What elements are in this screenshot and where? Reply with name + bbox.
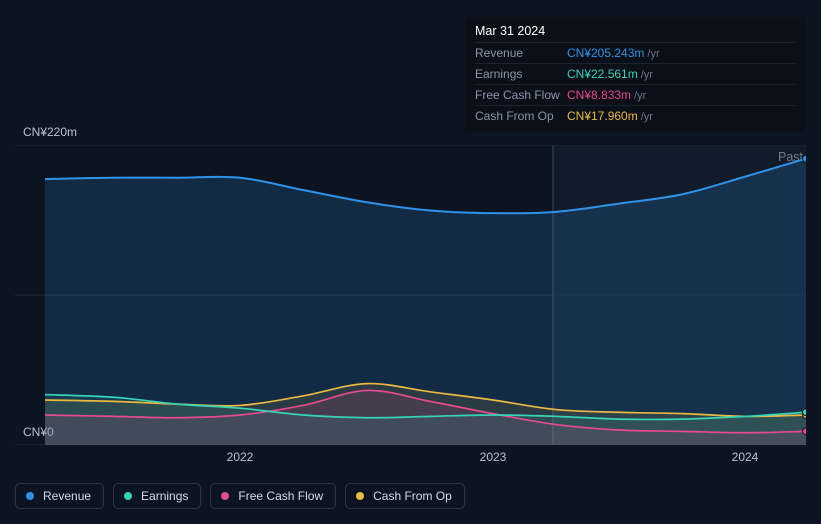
legend-label: Earnings	[141, 489, 188, 503]
legend-label: Cash From Op	[373, 489, 452, 503]
tooltip-date: Mar 31 2024	[475, 24, 795, 42]
chart-plot-area[interactable]	[15, 145, 806, 445]
x-axis-tick: 2024	[732, 450, 759, 464]
legend-label: Revenue	[43, 489, 91, 503]
tooltip-metric-suffix: /yr	[641, 69, 653, 81]
legend-item-cfo[interactable]: Cash From Op	[345, 483, 465, 509]
legend-item-fcf[interactable]: Free Cash Flow	[210, 483, 336, 509]
tooltip-metric-label: Free Cash Flow	[475, 88, 567, 102]
tooltip-metric-label: Cash From Op	[475, 109, 567, 123]
tooltip-metric-label: Revenue	[475, 46, 567, 60]
x-axis: 2022 2023 2024	[15, 450, 806, 470]
tooltip-row: Free Cash FlowCN¥8.833m/yr	[475, 84, 795, 105]
legend-item-revenue[interactable]: Revenue	[15, 483, 104, 509]
tooltip-metric-value: CN¥22.561m	[567, 67, 638, 81]
x-axis-tick: 2023	[480, 450, 507, 464]
tooltip-row: EarningsCN¥22.561m/yr	[475, 63, 795, 84]
legend-label: Free Cash Flow	[238, 489, 323, 503]
legend-swatch-icon	[356, 492, 364, 500]
end-dot-revenue	[803, 155, 807, 162]
legend-swatch-icon	[124, 492, 132, 500]
end-dot-earnings	[803, 409, 807, 416]
tooltip-metric-value: CN¥8.833m	[567, 88, 631, 102]
legend-swatch-icon	[26, 492, 34, 500]
legend-swatch-icon	[221, 492, 229, 500]
tooltip-metric-value: CN¥205.243m	[567, 46, 644, 60]
legend-item-earnings[interactable]: Earnings	[113, 483, 201, 509]
tooltip-metric-suffix: /yr	[634, 90, 646, 102]
tooltip-row: RevenueCN¥205.243m/yr	[475, 42, 795, 63]
hover-tooltip: Mar 31 2024 RevenueCN¥205.243m/yrEarning…	[465, 17, 805, 132]
end-dot-fcf	[803, 428, 807, 435]
tooltip-row: Cash From OpCN¥17.960m/yr	[475, 105, 795, 126]
tooltip-metric-suffix: /yr	[641, 111, 653, 123]
tooltip-metric-label: Earnings	[475, 67, 567, 81]
tooltip-metric-value: CN¥17.960m	[567, 109, 638, 123]
y-axis-max-label: CN¥220m	[23, 125, 77, 139]
tooltip-metric-suffix: /yr	[647, 48, 659, 60]
x-axis-tick: 2022	[227, 450, 254, 464]
chart-legend: Revenue Earnings Free Cash Flow Cash From O…	[15, 483, 465, 509]
chart-container: Mar 31 2024 RevenueCN¥205.243m/yrEarning…	[0, 0, 821, 524]
